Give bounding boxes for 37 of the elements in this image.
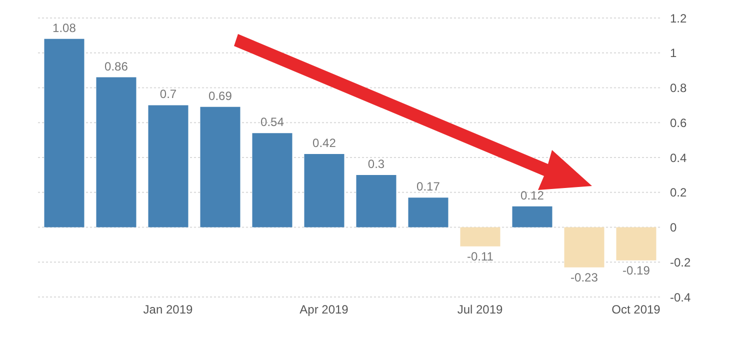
data-label: 0.3 bbox=[368, 156, 385, 171]
x-tick-label: Jul 2019 bbox=[457, 302, 504, 317]
data-label: -0.19 bbox=[622, 263, 650, 278]
bar bbox=[44, 38, 84, 228]
bar bbox=[304, 154, 344, 228]
y-tick-label: 0.8 bbox=[670, 81, 688, 96]
bar bbox=[460, 227, 500, 246]
y-tick-label: 0.4 bbox=[670, 150, 688, 165]
x-tick-label: Oct 2019 bbox=[612, 302, 661, 317]
bar bbox=[96, 77, 136, 228]
y-tick-label: 1 bbox=[670, 46, 677, 60]
bar bbox=[200, 106, 240, 228]
bar bbox=[252, 133, 292, 228]
bar bbox=[408, 198, 448, 228]
data-label: 0.69 bbox=[208, 88, 232, 103]
y-tick-label: 0.6 bbox=[670, 116, 688, 130]
bar bbox=[148, 105, 188, 228]
data-label: 1.08 bbox=[52, 20, 76, 35]
bar bbox=[356, 174, 396, 228]
y-tick-label: 0.2 bbox=[670, 186, 688, 200]
data-label: 0.7 bbox=[160, 87, 177, 102]
data-label: 0.54 bbox=[260, 115, 284, 130]
bar bbox=[512, 206, 552, 228]
x-tick-label: Apr 2019 bbox=[300, 302, 349, 317]
x-tick-label: Jan 2019 bbox=[143, 302, 194, 317]
data-label: -0.11 bbox=[467, 249, 494, 264]
data-label: -0.23 bbox=[570, 270, 598, 284]
y-tick-label: -0.2 bbox=[670, 255, 692, 270]
data-label: 0.42 bbox=[312, 136, 336, 150]
bar bbox=[564, 227, 604, 268]
y-tick-label: 1.2 bbox=[670, 11, 688, 26]
data-label: 0.86 bbox=[104, 59, 128, 74]
data-label: 0.12 bbox=[520, 188, 544, 202]
bar bbox=[616, 227, 656, 260]
data-label: 0.17 bbox=[416, 180, 440, 194]
y-tick-label: 0 bbox=[670, 220, 677, 235]
y-tick-label: -0.4 bbox=[670, 290, 692, 304]
